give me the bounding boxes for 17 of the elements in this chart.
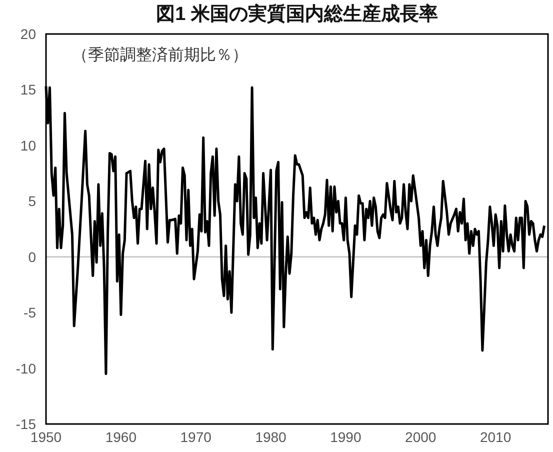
y-tick-label: -5 — [24, 304, 36, 321]
y-tick-label: 20 — [20, 26, 36, 42]
y-tick-label: 15 — [20, 82, 36, 98]
x-tick-label: 2000 — [405, 429, 436, 445]
x-tick-label: 1970 — [180, 429, 212, 445]
x-tick-label: 1990 — [330, 429, 362, 445]
annotation: （季節調整済前期比％） — [72, 46, 248, 64]
y-tick-label: 5 — [28, 193, 36, 210]
y-tick-label: 10 — [20, 137, 36, 154]
chart-title: 図1 米国の実質国内総生産成長率 — [156, 3, 438, 25]
x-tick-label: 2010 — [480, 429, 512, 445]
y-tick-label: -15 — [16, 416, 36, 432]
x-tick-label: 1950 — [30, 429, 62, 445]
y-tick-label: -10 — [16, 360, 36, 376]
y-tick-label: 0 — [28, 248, 36, 265]
x-tick-label: 1980 — [255, 429, 287, 445]
x-tick-label: 1960 — [105, 429, 137, 445]
